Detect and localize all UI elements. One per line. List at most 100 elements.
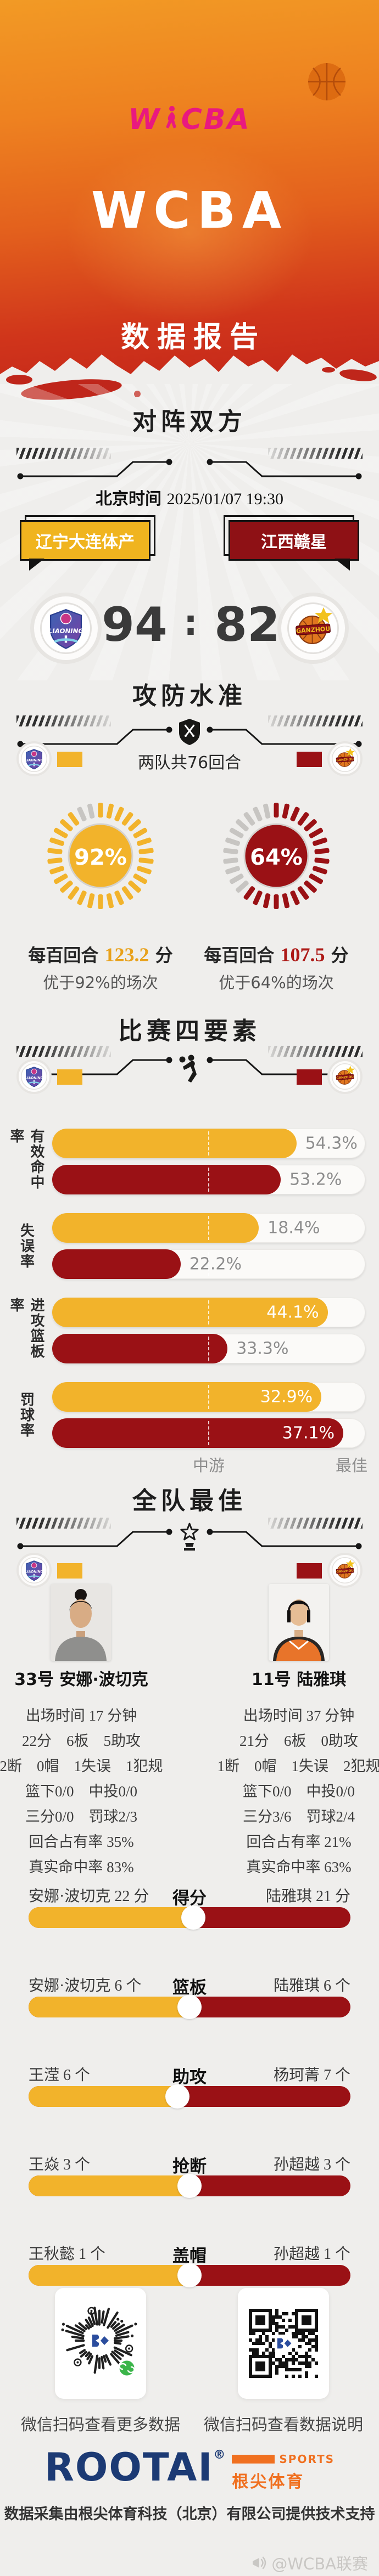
home-team-logo-small: LIAONING (19, 1555, 49, 1586)
hatch-decor-left (16, 715, 111, 726)
ganzhou-crest-icon: GANZHOU (332, 1557, 358, 1583)
midline-dash (208, 1300, 209, 1324)
factor-track-away: 53.2% (52, 1165, 365, 1194)
home-team-name: 辽宁大连体产 (20, 520, 151, 571)
versus-category: 抢断 (172, 2157, 207, 2177)
player-stat-line: 真实命中率 83% (29, 1859, 134, 1875)
league-logo-cba: CBA (181, 103, 251, 136)
split-dot (177, 2174, 202, 2198)
versus-category: 篮板 (172, 1978, 207, 1998)
away-percentile-gauge: 64% (221, 801, 331, 911)
away-team-logo-small: GANZHOU (330, 1061, 360, 1092)
home-percentile-gauge: 92% (46, 801, 155, 911)
data-provider-tagline: 数据采集由根尖体育科技（北京）有限公司提供技术支持 (4, 2506, 375, 2523)
section-divider (16, 713, 363, 753)
away-best-player-stats: 出场时间 37 分钟 21分 6板 0助攻 1断 0帽 1失误 2犯规 篮下0/0 中… (211, 1703, 379, 1880)
versus-bar (29, 1995, 350, 2019)
section-title-team-best: 全队最佳 (132, 1487, 247, 1515)
factor-bar-home (52, 1382, 322, 1412)
ganzhou-crest-icon: GANZHOU (332, 746, 358, 772)
home-color-swatch (57, 1563, 82, 1579)
factor-label: 失误率 (18, 1223, 35, 1269)
svg-text:LIAONING: LIAONING (48, 627, 84, 635)
versus-right-player: 孙超越 1 个 (273, 2246, 350, 2263)
versus-bar-home-part (29, 1997, 190, 2017)
factor-value-home: 44.1% (266, 1303, 319, 1322)
qr-code-data-notes (238, 2288, 329, 2399)
player-stat-line: 篮下0/0 中投0/0 (25, 1783, 137, 1800)
liaoning-crest-icon: LIAONING (21, 746, 47, 772)
split-dot (177, 2263, 202, 2287)
away-team-name: 江西赣星 (228, 520, 359, 571)
factor-bar-away (52, 1334, 228, 1363)
away-better-than: 优于64%的场次 (219, 973, 334, 992)
away-color-swatch (297, 1069, 322, 1085)
factor-track-away: 22.2% (52, 1249, 365, 1279)
versus-bar (29, 2174, 350, 2198)
per100-suffix: 分 (155, 945, 173, 966)
team-legend: LIAONING GANZHOU (0, 1061, 379, 1094)
watermark-text: @WCBA联赛 (271, 2555, 368, 2573)
player-stat-line: 22分 6板 5助攻 (22, 1733, 141, 1749)
midline-dash (208, 1421, 209, 1445)
team-legend: LIAONING 两队共76回合 GANZHOU (0, 743, 379, 776)
home-score: 94 (102, 598, 168, 652)
factor-bar-away (52, 1165, 281, 1194)
player-stat-line: 出场时间 37 分钟 (243, 1707, 355, 1724)
basketball-player-icon (177, 1053, 202, 1087)
wcba-league-logo: W CBA (0, 103, 379, 136)
score-colon: : (183, 603, 198, 644)
factor-label: 罚球率 (18, 1392, 35, 1438)
svg-text:GANZHOU: GANZHOU (336, 1075, 354, 1080)
factor-bar-home (52, 1298, 328, 1327)
rootai-sports-text: SPORTS (279, 2453, 335, 2466)
svg-text:GANZHOU: GANZHOU (296, 625, 331, 634)
star-trophy-icon (176, 1521, 203, 1556)
versus-bar (29, 2263, 350, 2287)
versus-left-player: 王焱 3 个 (29, 2156, 91, 2173)
section-divider (16, 1515, 363, 1555)
hatch-decor-right (268, 1046, 363, 1057)
home-color-swatch (57, 1069, 82, 1085)
datetime-value: 2025/01/07 19:30 (166, 490, 284, 508)
section-divider (16, 446, 363, 485)
factor-value-home: 32.9% (260, 1387, 313, 1407)
factor-track-home: 32.9% (52, 1382, 365, 1412)
divider-lines (17, 1529, 362, 1549)
qr-caption-data-notes: 微信扫码查看数据说明 (203, 2415, 363, 2434)
player-stat-line: 三分0/0 罚球2/3 (25, 1808, 137, 1825)
game-datetime: 北京时间 2025/01/07 19:30 (0, 485, 379, 509)
per100-value: 123.2 (104, 944, 149, 966)
away-team-logo-small: GANZHOU (330, 743, 360, 774)
player-stat-line: 篮下0/0 中投0/0 (242, 1783, 355, 1800)
torn-paper-edge (0, 354, 379, 412)
section-title-offdef: 攻防水准 (132, 682, 247, 710)
gauge-svg: 64% (223, 803, 330, 909)
factor-value-away: 37.1% (282, 1423, 335, 1443)
midline-dash (208, 1131, 209, 1155)
versus-right-player: 陆雅琪 6 个 (273, 1977, 350, 1994)
factor-value-home: 18.4% (267, 1218, 320, 1238)
league-logo-player-icon (165, 106, 176, 128)
home-team-logo-small: LIAONING (19, 743, 49, 774)
versus-labels: 王滢 6 个 助攻 杨珂菁 7 个 (29, 2063, 350, 2087)
ganzhou-crest-icon: GANZHOU (287, 602, 339, 654)
report-title: WCBA (91, 181, 288, 240)
player-stat-line: 三分3/6 罚球2/4 (242, 1808, 355, 1825)
header-banner: W CBA WCBA 数据报告 (0, 0, 379, 391)
per100-prefix: 每百回合 (28, 945, 99, 966)
versus-bar-home-part (29, 2175, 190, 2196)
away-best-player-name: 11号 陆雅琪 (251, 1670, 347, 1689)
ganzhou-crest-icon: GANZHOU (332, 1063, 358, 1090)
split-dot (177, 1995, 202, 2019)
home-team-banner: 辽宁大连体产 (20, 515, 155, 571)
versus-category: 助攻 (172, 2067, 207, 2087)
away-team-banner: 江西赣星 (224, 515, 359, 571)
header-glow-decor (66, 143, 313, 324)
leaders-comparison-chart: 安娜·波切克 22 分 得分 陆雅琪 21 分 安娜·波切克 6 个 篮板 陆雅… (29, 1884, 350, 2290)
away-color-swatch (297, 1563, 322, 1579)
home-color-swatch (57, 752, 82, 767)
home-per100-line: 每百回合 123.2 分 (10, 942, 191, 967)
midline-dash (208, 1385, 209, 1409)
